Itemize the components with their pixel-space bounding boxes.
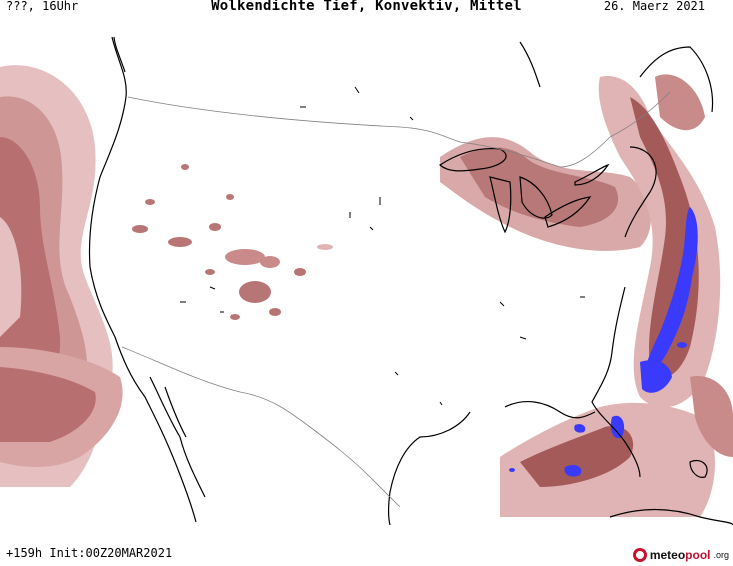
map-canvas [0, 36, 733, 525]
small-water-features [180, 86, 585, 406]
logo-wordmark: meteopool [650, 548, 711, 562]
political-borders [121, 91, 671, 508]
forecast-day-time: ???, 16Uhr [6, 0, 79, 13]
model-run-info: +159h Init:00Z20MAR2021 [6, 546, 173, 560]
pacific-cloud-field [0, 65, 123, 488]
interior-cloud-patches [132, 164, 333, 320]
northeast-cloud-band [440, 74, 721, 408]
logo-tld: .org [713, 550, 729, 560]
convective-areas [509, 207, 698, 477]
map-header: ???, 16Uhr Wolkendichte Tief, Konvektiv,… [0, 0, 733, 18]
map-footer: +159h Init:00Z20MAR2021 meteopool .org [0, 544, 733, 566]
logo-text-main: meteo [649, 548, 686, 562]
logo-text-accent: pool [685, 548, 711, 562]
meteopool-logo[interactable]: meteopool .org [632, 544, 729, 566]
map-title: Wolkendichte Tief, Konvektiv, Mittel [211, 0, 522, 14]
forecast-date: 26. Maerz 2021 [603, 0, 705, 13]
cloud-cover-map [0, 17, 733, 525]
gulf-cloud-field [500, 376, 733, 517]
meteopool-logo-icon [632, 548, 647, 562]
coastlines [88, 36, 733, 525]
